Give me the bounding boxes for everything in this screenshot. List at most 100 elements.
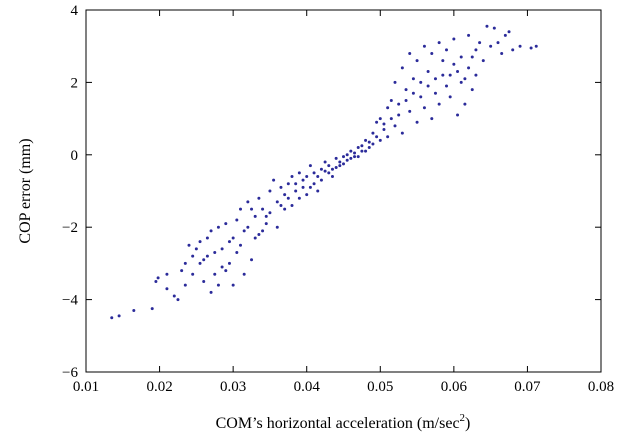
data-point bbox=[246, 200, 250, 204]
data-point bbox=[110, 316, 114, 320]
data-point bbox=[422, 106, 426, 110]
data-point bbox=[180, 269, 184, 273]
data-point bbox=[437, 102, 441, 106]
data-point bbox=[456, 113, 460, 117]
data-point bbox=[334, 165, 338, 169]
data-point bbox=[433, 77, 437, 81]
data-point bbox=[257, 232, 261, 236]
axis-ticks bbox=[85, 9, 602, 373]
y-tick-label: 0 bbox=[71, 148, 79, 164]
data-point bbox=[205, 236, 209, 240]
y-tick-label: 4 bbox=[71, 3, 79, 19]
data-point bbox=[507, 30, 511, 34]
data-point bbox=[463, 77, 467, 81]
x-tick-label: 0.02 bbox=[146, 379, 172, 395]
data-point bbox=[187, 243, 191, 247]
data-point bbox=[191, 272, 195, 276]
data-point bbox=[338, 160, 342, 164]
data-point bbox=[353, 155, 357, 159]
data-point bbox=[400, 66, 404, 70]
data-point bbox=[360, 144, 364, 148]
data-point bbox=[456, 70, 460, 74]
data-point bbox=[470, 55, 474, 59]
data-point bbox=[342, 162, 345, 166]
data-point bbox=[389, 117, 393, 121]
data-point bbox=[283, 193, 287, 197]
data-point bbox=[316, 175, 320, 179]
data-point bbox=[452, 37, 456, 41]
data-point bbox=[198, 240, 202, 244]
data-point bbox=[165, 287, 169, 291]
data-point bbox=[117, 314, 121, 318]
data-point bbox=[338, 164, 342, 168]
data-point bbox=[261, 207, 265, 211]
data-point bbox=[224, 222, 228, 226]
data-point bbox=[485, 24, 489, 28]
data-point bbox=[437, 41, 441, 45]
data-point bbox=[272, 178, 276, 182]
data-point bbox=[176, 298, 180, 302]
data-point bbox=[319, 167, 323, 171]
data-point bbox=[250, 258, 254, 262]
data-point bbox=[349, 149, 353, 153]
data-point bbox=[393, 124, 397, 128]
data-point bbox=[419, 95, 423, 99]
x-tick-labels: 0.01 0.02 0.03 0.04 0.05 0.06 0.07 0.08 bbox=[73, 379, 614, 395]
data-point bbox=[393, 80, 397, 84]
data-point bbox=[459, 55, 463, 59]
data-point bbox=[183, 283, 187, 287]
data-point bbox=[286, 196, 290, 200]
data-point bbox=[253, 214, 257, 218]
data-point bbox=[191, 254, 195, 258]
data-point bbox=[470, 88, 474, 92]
data-point bbox=[224, 269, 228, 273]
data-point bbox=[305, 193, 309, 197]
data-point bbox=[239, 243, 242, 247]
data-point bbox=[342, 155, 345, 159]
data-point bbox=[378, 117, 382, 121]
data-point bbox=[290, 175, 294, 179]
data-point bbox=[467, 33, 471, 37]
data-point bbox=[411, 77, 415, 81]
data-point bbox=[183, 261, 187, 265]
data-point bbox=[378, 138, 382, 142]
data-point bbox=[397, 102, 401, 106]
data-point bbox=[165, 272, 169, 276]
data-point bbox=[264, 214, 268, 218]
data-point bbox=[297, 171, 301, 175]
data-point bbox=[364, 138, 368, 142]
data-point bbox=[216, 283, 220, 287]
data-point bbox=[297, 196, 301, 200]
data-point bbox=[467, 66, 471, 70]
data-point bbox=[323, 169, 327, 173]
data-point bbox=[353, 151, 357, 155]
y-tick-label: −2 bbox=[62, 220, 78, 236]
data-point bbox=[345, 158, 349, 162]
data-point bbox=[441, 73, 445, 77]
data-point bbox=[382, 122, 386, 126]
data-point bbox=[492, 26, 496, 30]
data-point bbox=[371, 142, 375, 146]
data-point bbox=[257, 196, 261, 200]
data-point bbox=[216, 225, 220, 229]
x-tick-label: 0.03 bbox=[220, 379, 246, 395]
data-point bbox=[308, 185, 312, 189]
data-point bbox=[172, 294, 176, 298]
data-point bbox=[448, 73, 452, 77]
data-point bbox=[422, 44, 426, 48]
data-point bbox=[220, 265, 224, 269]
y-tick-labels: 4 2 0 −2 −4 −6 bbox=[62, 3, 78, 381]
data-point bbox=[312, 171, 316, 175]
data-point bbox=[463, 102, 467, 106]
data-point bbox=[250, 207, 254, 211]
data-point bbox=[349, 156, 353, 160]
data-point bbox=[330, 167, 334, 171]
y-tick-label: 2 bbox=[71, 75, 79, 91]
data-point bbox=[198, 261, 202, 265]
y-tick-label: −6 bbox=[62, 365, 78, 381]
data-point bbox=[235, 218, 239, 222]
data-point bbox=[534, 44, 538, 48]
y-tick-label: −4 bbox=[62, 293, 78, 309]
data-point bbox=[156, 276, 160, 280]
